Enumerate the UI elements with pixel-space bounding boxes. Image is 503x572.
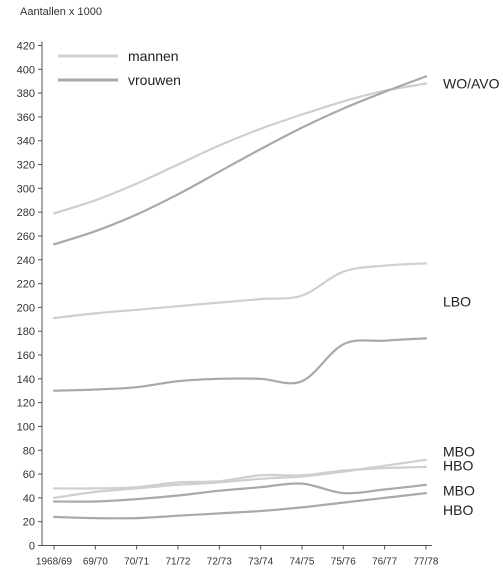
y-tick-label: 260 — [17, 231, 35, 243]
series-line-mannen-hbo — [52, 465, 428, 490]
y-tick-label: 180 — [17, 326, 35, 338]
series-lines — [52, 75, 428, 520]
y-tick-label: 200 — [17, 302, 35, 314]
series-label-hbo: HBO — [443, 458, 473, 474]
legend: mannen vrouwen — [58, 48, 181, 88]
y-ticks: 0 20 40 60 80 100 120 140 160 180 200 220 240 260 280 3… — [17, 40, 42, 553]
x-tick-label: 69/70 — [83, 557, 108, 568]
y-tick-label: 220 — [17, 279, 35, 291]
y-tick-label: 60 — [23, 469, 35, 481]
series-line-vrouwen-mbo — [52, 482, 428, 503]
y-tick-label: 40 — [23, 493, 35, 505]
y-tick-label: 160 — [17, 350, 35, 362]
series-label-lbo: LBO — [443, 293, 471, 309]
x-tick-label: 77/78 — [413, 557, 438, 568]
y-axis-title: Aantallen x 1000 — [20, 6, 102, 18]
legend-label-vrouwen: vrouwen — [128, 72, 181, 88]
x-tick-label: 1968/69 — [36, 557, 73, 568]
x-tick-label: 76/77 — [372, 557, 397, 568]
series-line-vrouwen-hbo — [52, 492, 428, 520]
series-label-mbo: MBO — [443, 443, 475, 459]
y-tick-label: 280 — [17, 207, 35, 219]
y-tick-label: 120 — [17, 398, 35, 410]
series-line-vrouwen-3 — [52, 337, 428, 392]
y-tick-label: 320 — [17, 160, 35, 172]
y-tick-label: 140 — [17, 374, 35, 386]
x-tick-label: 71/72 — [165, 557, 190, 568]
x-tick-label: 70/71 — [124, 557, 149, 568]
series-line-mannen-lbo — [52, 262, 428, 320]
x-tick-label: 72/73 — [207, 557, 232, 568]
series-line-mannen-wo-avo — [52, 82, 428, 215]
y-tick-label: 100 — [17, 421, 35, 433]
series-label-hbo: HBO — [443, 502, 473, 518]
y-tick-label: 360 — [17, 112, 35, 124]
y-tick-label: 380 — [17, 88, 35, 100]
y-tick-label: 420 — [17, 40, 35, 52]
y-tick-label: 80 — [23, 445, 35, 457]
x-ticks: 1968/69 69/70 70/71 71/72 72/73 73/74 74/75 75/… — [36, 545, 439, 568]
y-tick-label: 240 — [17, 255, 35, 267]
x-tick-label: 75/76 — [331, 557, 356, 568]
x-tick-label: 73/74 — [248, 557, 273, 568]
series-label-wo-avo: WO/AVO — [443, 76, 500, 92]
series-label-mbo: MBO — [443, 483, 475, 499]
y-tick-label: 340 — [17, 136, 35, 148]
axes — [41, 41, 432, 546]
y-tick-label: 400 — [17, 64, 35, 76]
series-line-vrouwen-1 — [52, 75, 428, 246]
y-tick-label: 300 — [17, 183, 35, 195]
x-tick-label: 74/75 — [289, 557, 314, 568]
y-tick-label: 20 — [23, 517, 35, 529]
legend-label-mannen: mannen — [128, 48, 179, 64]
y-tick-label: 0 — [29, 541, 35, 553]
